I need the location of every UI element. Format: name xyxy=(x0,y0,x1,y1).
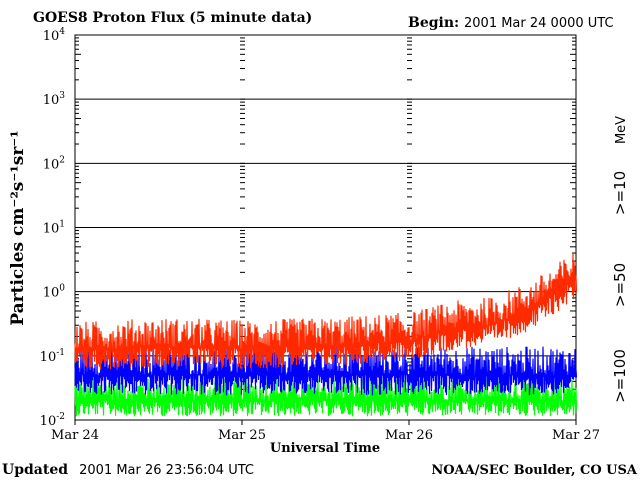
x-axis-label: Universal Time xyxy=(270,441,380,456)
x-tick-label: Mar 24 xyxy=(51,428,99,443)
series-line-ge50 xyxy=(74,346,578,396)
series-layer xyxy=(74,253,578,417)
y-tick-exponent: 1 xyxy=(59,220,65,230)
y-tick-label: 101 xyxy=(43,220,65,237)
y-tick-base: 10 xyxy=(43,286,60,301)
y-tick-label: 102 xyxy=(43,155,65,172)
y-tick-exponent: 2 xyxy=(59,155,65,165)
y-tick-label: 10-1 xyxy=(40,348,65,365)
y-tick-base: 10 xyxy=(40,350,57,365)
y-tick-base: 10 xyxy=(43,29,60,44)
x-tick-labels: Mar 24 Mar 25 Mar 26 Mar 27 xyxy=(51,420,600,443)
legend-ge50: >=50 xyxy=(611,263,629,307)
y-tick-exponent: -1 xyxy=(56,348,65,358)
y-tick-label: 104 xyxy=(43,27,66,44)
series-line-ge100 xyxy=(74,378,578,417)
y-tick-label: 10-2 xyxy=(40,412,65,429)
y-tick-label: 100 xyxy=(43,284,66,301)
x-tick-label: Mar 26 xyxy=(385,428,433,443)
y-tick-base: 10 xyxy=(43,93,60,108)
updated-line: Updated 2001 Mar 26 23:56:04 UTC xyxy=(2,459,254,478)
begin-label: Begin: xyxy=(408,15,459,31)
x-tick-label: Mar 25 xyxy=(218,428,266,443)
legend-ge10: >=10 xyxy=(611,171,629,215)
series-line-ge10 xyxy=(74,253,578,370)
y-tick-exponent: 4 xyxy=(59,27,65,37)
y-tick-label: 103 xyxy=(43,91,66,108)
begin-value: 2001 Mar 24 0000 UTC xyxy=(464,16,614,31)
x-tick-label: Mar 27 xyxy=(552,428,600,443)
chart-title: GOES8 Proton Flux (5 minute data) xyxy=(33,10,312,26)
y-tick-exponent: 3 xyxy=(59,91,65,101)
y-tick-base: 10 xyxy=(43,157,60,172)
units-label: MeV xyxy=(614,116,629,144)
updated-value: 2001 Mar 26 23:56:04 UTC xyxy=(79,463,254,478)
legend-ge100: >=100 xyxy=(611,349,629,403)
y-tick-exponent: -2 xyxy=(56,412,65,422)
y-axis-label: Particles cm⁻²s⁻¹sr⁻¹ xyxy=(8,130,28,325)
y-tick-exponent: 0 xyxy=(59,284,65,294)
updated-label: Updated xyxy=(2,462,68,478)
credit-text: NOAA/SEC Boulder, CO USA xyxy=(431,463,638,478)
y-tick-base: 10 xyxy=(40,414,57,429)
y-tick-base: 10 xyxy=(43,222,60,237)
